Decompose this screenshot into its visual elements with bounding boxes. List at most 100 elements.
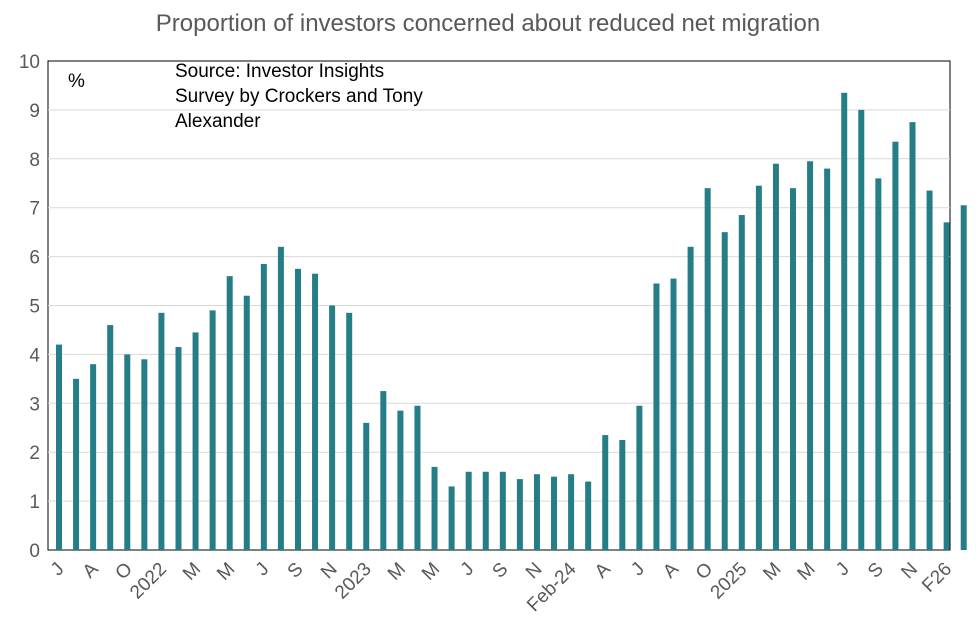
x-tick-label: M [759,559,785,585]
y-tick-label: 7 [29,199,40,220]
y-axis: 0 1 2 3 4 5 6 7 8 9 10 [19,52,41,562]
bar [875,178,882,551]
bar [192,332,199,550]
bar [56,344,62,550]
x-tick-label: M [179,559,205,585]
bar [226,276,233,550]
bar [892,141,899,550]
bar [755,185,762,550]
bar [175,347,182,550]
y-tick-label: 6 [29,248,40,269]
bar [516,479,523,550]
x-tick-label: J [252,559,274,581]
bar [960,205,967,550]
bar [277,246,284,550]
bar [670,278,677,550]
bar [926,190,933,550]
y-tick-label: 10 [19,52,40,73]
bar [807,161,814,550]
bar [107,325,114,550]
x-tick-label: 2025 [707,559,752,604]
x-tick-label: A [659,558,683,582]
bar [824,168,831,550]
y-tick-label: 5 [29,297,40,318]
y-tick-label: 3 [29,394,40,415]
bar [397,410,404,550]
bar [602,435,609,550]
unit-label: % [68,71,85,92]
bar [585,481,592,550]
bar [260,263,267,550]
x-tick-label: J [457,559,479,581]
x-tick-label: N [897,559,922,584]
x-tick-label: 2022 [126,559,171,604]
x-tick-label: 2023 [331,559,376,604]
x-tick-label: M [794,559,820,585]
y-tick-label: 1 [29,492,40,513]
y-tick-label: 2 [29,443,40,464]
bars [56,92,967,551]
bar [772,163,779,550]
bar [431,466,438,550]
x-tick-label: M [384,559,410,585]
bar [619,439,626,550]
x-tick-label: J [47,559,69,581]
bar [943,222,950,550]
bar [841,92,848,550]
bar [448,486,455,550]
bar [551,476,558,550]
bar [73,378,80,550]
bar [312,273,319,550]
bar [414,405,421,550]
bar [124,354,131,550]
x-tick-label: S [864,559,888,583]
x-tick-label: J [627,559,649,581]
bar [738,215,745,550]
y-tick-label: 4 [29,345,40,366]
source-note-line-1: Source: Investor Insights [175,61,384,82]
bar [533,474,540,550]
bar [329,305,336,550]
y-tick-label: 9 [29,101,40,122]
y-tick-label: 0 [29,541,40,562]
bar [909,122,916,550]
bar [721,232,728,550]
bar [465,471,472,550]
x-tick-label: S [489,559,513,583]
bar [790,188,797,550]
bar [380,391,387,550]
source-note-line-3: Alexander [175,111,261,132]
x-tick-label: N [317,559,342,584]
x-tick-label: J [832,559,854,581]
x-tick-label: S [284,559,308,583]
bar [346,312,353,550]
gridlines [48,109,950,502]
bar [499,471,506,550]
x-tick-label: M [418,559,444,585]
bar [568,474,575,550]
bar [158,312,165,550]
bar [636,405,643,550]
bar [858,109,865,551]
x-tick-label: A [79,558,103,582]
x-tick-label: A [591,558,615,582]
x-tick-label: O [692,559,717,584]
bar [704,188,711,550]
bar [363,422,370,550]
x-tick-label: F26 [918,559,956,597]
x-tick-label: O [112,559,137,584]
source-note-line-2: Survey by Crockers and Tony [175,86,423,107]
y-tick-label: 8 [29,150,40,171]
bar [90,364,97,550]
x-tick-label: M [213,559,239,585]
bar [141,359,148,550]
bar [243,295,250,550]
bar [209,310,216,550]
chart-title: Proportion of investors concerned about … [155,10,821,37]
bar [687,246,694,550]
bar [482,471,489,550]
bar [653,283,660,550]
x-tick-label: N [522,559,547,584]
